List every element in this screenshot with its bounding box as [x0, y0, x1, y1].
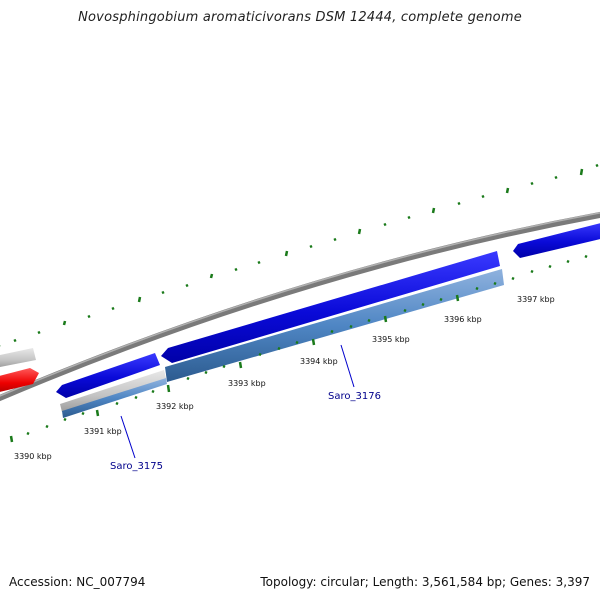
saro-3175-label[interactable]: Saro_3175 — [110, 461, 163, 472]
lower-ticks — [9, 254, 588, 443]
blue-cds-3175[interactable] — [56, 353, 160, 398]
blue-cds-main[interactable] — [161, 251, 500, 363]
saro-3176-leader — [340, 344, 355, 388]
tick-labels: 3390 kbp 3391 kbp 3392 kbp 3393 kbp 3394… — [14, 295, 555, 461]
red-feature[interactable] — [0, 368, 39, 393]
tick-label-3395: 3395 kbp — [372, 335, 410, 344]
gray-feature-3175[interactable] — [60, 370, 166, 412]
upper-ticks — [0, 163, 599, 347]
tick-label-3397: 3397 kbp — [517, 295, 555, 304]
genome-title: Novosphingobium aromaticivorans DSM 1244… — [78, 10, 522, 25]
tick-label-3394: 3394 kbp — [300, 357, 338, 366]
steel-feature-3175[interactable] — [62, 378, 167, 418]
blue-cds-right[interactable] — [513, 222, 600, 258]
saro-3175-leader — [120, 415, 136, 459]
tick-label-3392: 3392 kbp — [156, 402, 194, 411]
genome-summary-text: Topology: circular; Length: 3,561,584 bp… — [260, 575, 590, 589]
gray-feature-forward[interactable] — [0, 348, 36, 368]
genome-backbone-highlight — [0, 212, 600, 397]
tick-label-3396: 3396 kbp — [444, 315, 482, 324]
tick-label-3390: 3390 kbp — [14, 452, 52, 461]
steel-feature-3176[interactable] — [165, 269, 504, 382]
saro-3176-label[interactable]: Saro_3176 — [328, 391, 381, 402]
accession-text: Accession: NC_007794 — [9, 575, 146, 589]
tick-label-3391: 3391 kbp — [84, 427, 122, 436]
genome-backbone — [0, 211, 600, 402]
tick-label-3393: 3393 kbp — [228, 379, 266, 388]
